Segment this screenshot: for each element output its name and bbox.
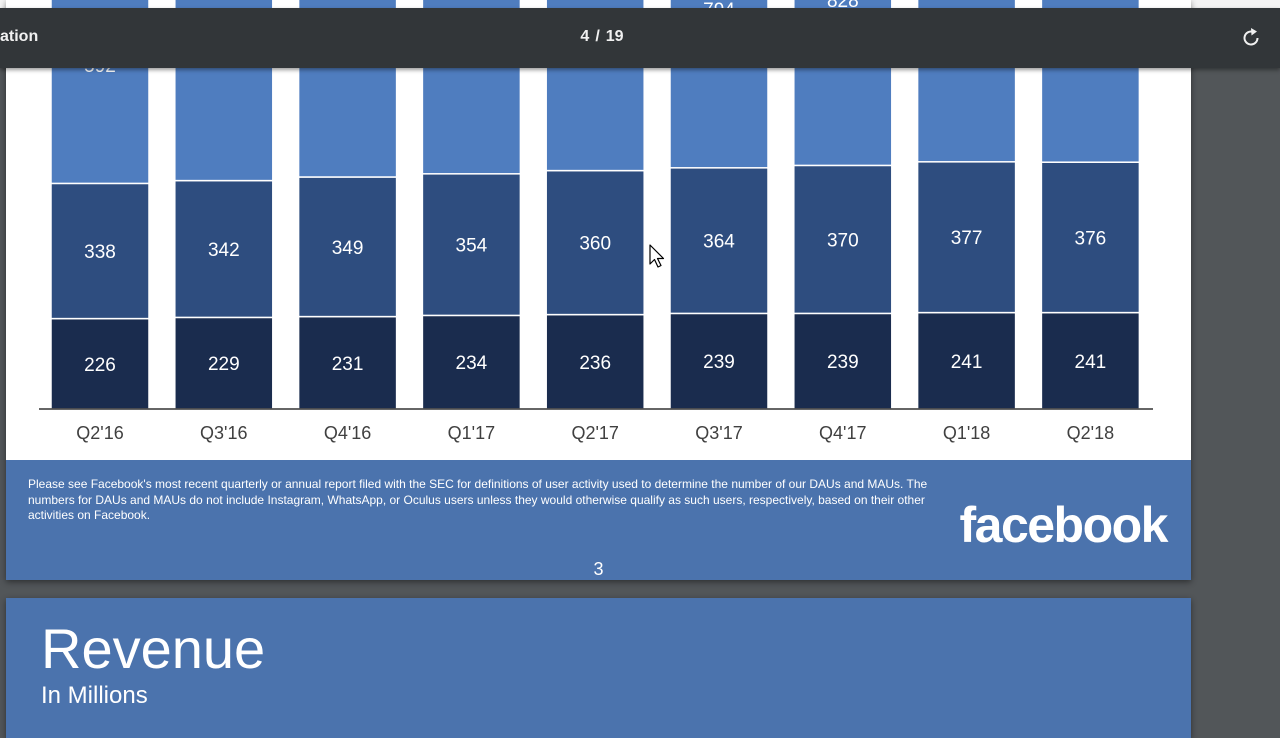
bar-value-label: 354 bbox=[456, 236, 488, 257]
bar-value-label: 236 bbox=[579, 353, 611, 374]
bar-segment-0-2 bbox=[297, 315, 398, 410]
mouse-cursor-icon bbox=[649, 244, 665, 268]
facebook-logo: facebook bbox=[959, 497, 1168, 553]
bar-value-label: 376 bbox=[1075, 228, 1107, 249]
slide-title: Revenue bbox=[41, 617, 266, 680]
x-axis-tick-label: Q1'17 bbox=[448, 423, 495, 443]
bar-value-label: 226 bbox=[84, 355, 116, 376]
x-axis-tick-label: Q3'16 bbox=[200, 423, 247, 443]
bar-segment-0-3 bbox=[421, 314, 522, 410]
bar-value-label: 360 bbox=[579, 234, 611, 255]
x-axis-tick-label: Q2'18 bbox=[1067, 423, 1114, 443]
pdf-viewer-toolbar: ation 4 / 19 bbox=[0, 8, 1280, 68]
bar-segment-1-7 bbox=[916, 161, 1017, 314]
total-pages: 19 bbox=[605, 28, 624, 45]
bar-segment-0-6 bbox=[793, 312, 893, 410]
x-axis-tick-label: Q2'16 bbox=[76, 423, 123, 443]
bar-value-label: 231 bbox=[332, 354, 364, 375]
bar-segment-0-5 bbox=[669, 312, 769, 410]
rotate-clockwise-icon[interactable] bbox=[1238, 25, 1264, 51]
bar-segment-0-1 bbox=[174, 316, 274, 410]
bar-value-label: 377 bbox=[951, 228, 983, 249]
bar-value-label: 239 bbox=[703, 352, 735, 373]
stacked-bar-chart: 226338592Q2'16229342629Q3'16231349673Q4'… bbox=[39, 0, 1153, 443]
bar-value-label: 241 bbox=[1075, 352, 1107, 373]
bar-segment-1-5 bbox=[669, 167, 769, 315]
bar-value-label: 828 bbox=[827, 0, 859, 12]
bar-value-label: 338 bbox=[84, 242, 116, 263]
bar-segment-0-4 bbox=[545, 313, 645, 410]
bar-value-label: 239 bbox=[827, 352, 859, 373]
bar-value-label: 229 bbox=[208, 354, 240, 375]
x-axis-tick-label: Q4'17 bbox=[819, 423, 866, 443]
slide-page-4: Revenue In Millions bbox=[6, 598, 1191, 738]
x-axis-tick-label: Q2'17 bbox=[571, 423, 618, 443]
current-page-input[interactable]: 4 bbox=[580, 28, 590, 45]
bar-segment-0-8 bbox=[1040, 311, 1141, 410]
slide-subtitle: In Millions bbox=[41, 682, 148, 709]
x-axis-tick-label: Q3'17 bbox=[695, 423, 742, 443]
disclaimer-text: Please see Facebook's most recent quarte… bbox=[28, 477, 928, 522]
bar-value-label: 370 bbox=[827, 230, 859, 251]
document-title: ation bbox=[0, 28, 39, 45]
bar-segment-1-0 bbox=[50, 182, 150, 320]
page-separator: / bbox=[595, 28, 600, 45]
bar-segment-1-2 bbox=[297, 176, 398, 318]
slide-page-number: 3 bbox=[593, 559, 604, 579]
bar-value-label: 241 bbox=[951, 352, 983, 373]
x-axis-tick-label: Q4'16 bbox=[324, 423, 371, 443]
bar-segment-1-4 bbox=[545, 169, 645, 316]
x-axis-tick-label: Q1'18 bbox=[943, 423, 990, 443]
bar-value-label: 349 bbox=[332, 238, 364, 259]
slide-footer: Please see Facebook's most recent quarte… bbox=[6, 460, 1191, 580]
bar-value-label: 342 bbox=[208, 240, 240, 261]
bar-value-label: 364 bbox=[703, 232, 735, 253]
slide-page-3: 226338592Q2'16229342629Q3'16231349673Q4'… bbox=[6, 0, 1191, 580]
bar-value-label: 234 bbox=[456, 353, 488, 374]
bar-segment-1-8 bbox=[1040, 161, 1141, 314]
bar-segment-1-3 bbox=[421, 173, 522, 317]
bar-segment-1-6 bbox=[793, 164, 893, 315]
page-indicator: 4 / 19 bbox=[540, 28, 664, 46]
